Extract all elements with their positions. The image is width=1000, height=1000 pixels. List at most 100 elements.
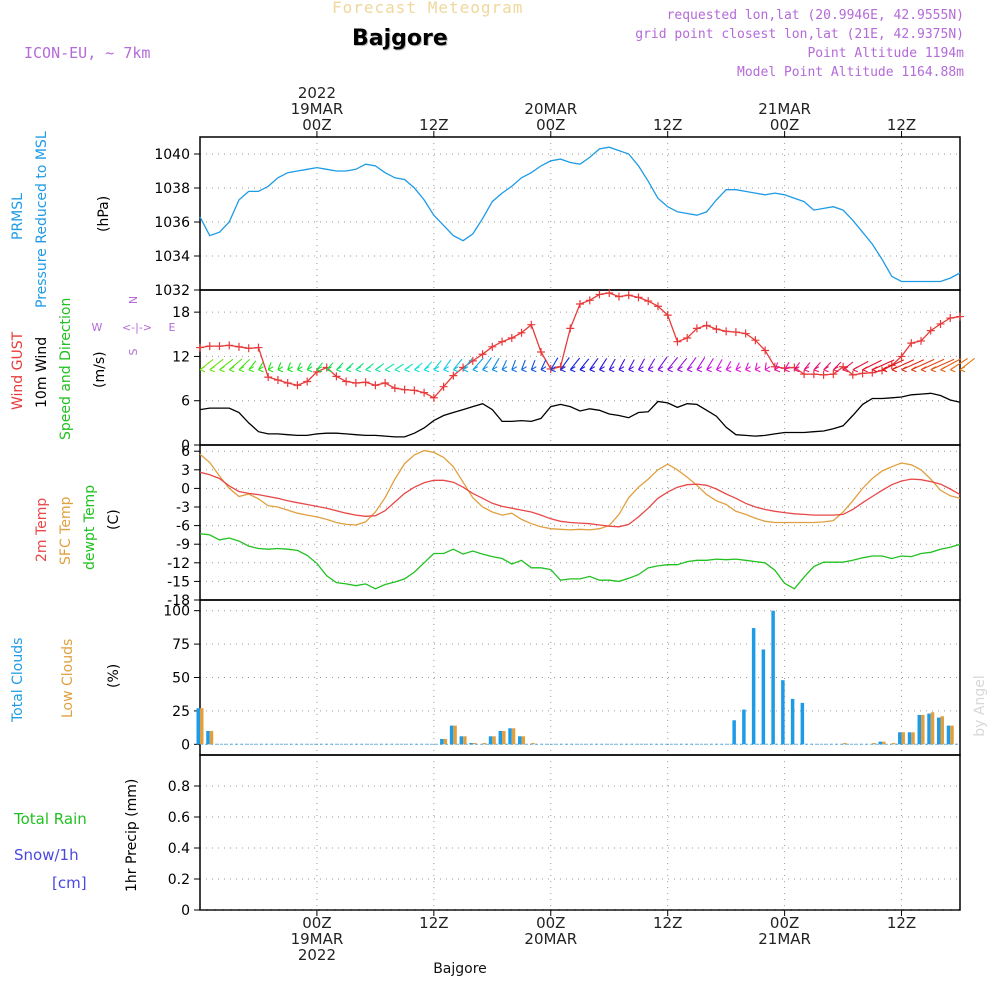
wind-direction-arrow [618,358,626,373]
wind-gust-marker [702,321,711,330]
low-cloud-bar [930,712,935,745]
wind-direction-arrow [813,362,821,373]
wind-direction-arrow [472,357,484,373]
wind-gust-marker [234,342,243,351]
wind-direction-arrow [530,359,537,373]
wind-gust-marker [897,352,906,361]
low-cloud-bar [482,742,487,745]
y-tick-label: -6 [176,519,190,535]
wind-direction-arrow [910,358,935,373]
wind-gust-marker [342,377,351,386]
y-tick-label: 0 [181,903,190,919]
wind-gust-marker [332,372,341,381]
wind-gust-marker [381,379,390,387]
wind-gust-marker [293,381,302,390]
total-cloud-bar [781,680,785,745]
wind-gust-marker [917,336,926,345]
wind-direction-arrow [433,360,442,373]
x-tick-label-top: 2022 [298,84,336,102]
x-tick-label-bottom: 21MAR [758,930,811,948]
wind-direction-arrow [394,363,404,373]
wind-direction-arrow [852,360,869,373]
wind-gust-marker [683,333,692,342]
model-label: ICON-EU, ~ 7km [24,44,151,62]
low-cloud-bar [921,714,925,745]
wind-gust-marker [741,329,750,338]
wind-direction-arrow [745,362,751,373]
precip-label-cm: [cm] [52,874,87,892]
wind-gust-marker [361,378,370,387]
total-cloud-bar [440,738,444,745]
x-tick-label-top: 00Z [770,116,799,134]
y-tick-label: 0 [181,481,190,497]
y-tick-label: 12 [172,349,190,365]
low-cloud-bar [882,741,886,745]
requested-coordinates: requested lon,lat (20.9946E, 42.9555N) [666,8,964,23]
pressure-line [199,146,961,283]
total-cloud-bar [469,742,473,745]
y-tick-label: 50 [172,671,190,687]
cloud-label-total: Total Clouds [10,638,26,723]
wind-gust-marker [595,290,604,299]
low-cloud-bar [453,725,457,745]
wind-direction-arrow [501,359,508,373]
wind-direction-arrow [511,359,518,373]
cloud-label-low: Low Clouds [60,639,76,718]
wind-gust-marker [614,292,623,301]
temp-2m-line [199,471,961,528]
y-tick-label: 25 [172,704,190,720]
wind-gust-marker [205,342,214,351]
wind-direction-arrow [345,362,354,373]
wind-gust-marker [429,393,438,402]
wind-direction-arrow [219,358,234,373]
low-cloud-bar [200,708,204,745]
total-cloud-bar [508,728,512,745]
low-cloud-bar [950,725,954,745]
pressure-label-desc: Pressure Reduced to MSL [34,131,50,308]
y-tick-label: 1040 [154,147,190,163]
low-cloud-bar [891,742,896,745]
wind-gust-marker [907,339,916,348]
wind-direction-arrow [920,358,945,373]
total-cloud-bar [498,730,503,745]
wind-gust-marker [858,369,867,378]
pressure-label-unit: (hPa) [96,196,112,232]
wind-direction-arrow [414,362,423,373]
y-tick-label: 0.6 [168,810,190,826]
wind-direction-arrow [832,361,842,373]
model-altitude: Model Point Altitude 1164.88m [737,65,964,80]
wind-gust-marker [761,346,770,355]
wind-gust-marker [410,386,419,395]
wind-gust-marker [673,337,682,346]
x-tick-label-top: 20MAR [524,100,577,118]
wind-gust-marker [488,342,497,351]
total-cloud-bar [937,717,941,745]
low-cloud-bar [872,742,876,745]
compass-east: E [169,321,176,334]
precip-label-total-rain: Total Rain [13,810,87,828]
y-tick-label: -3 [176,500,190,516]
wind-gust-marker [420,388,429,397]
wind-gust-marker [537,348,546,356]
wind-direction-arrow [404,363,414,373]
wind-direction-arrow [686,357,697,373]
wind-direction-arrow [375,363,385,373]
total-cloud-bar [946,725,951,745]
wind-direction-arrow [336,362,344,373]
wind-direction-arrow [550,357,559,373]
dewpoint-line [199,533,961,590]
x-tick-label-bottom: 19MAR [291,930,344,948]
wind-gust-marker [498,337,507,346]
wind-gust-marker [225,341,234,350]
y-tick-label: -12 [167,556,190,572]
wind-direction-arrow [872,359,895,373]
wind-gust-marker [439,382,448,391]
total-cloud-bar [800,702,805,745]
wind-gust-marker [634,293,643,302]
wind-direction-arrow [452,358,463,373]
wind-direction-arrow [599,358,608,373]
low-cloud-bar [472,742,477,745]
wind-direction-arrow [228,358,243,373]
low-cloud-bar [521,736,526,745]
wind-direction-arrow [589,357,599,373]
